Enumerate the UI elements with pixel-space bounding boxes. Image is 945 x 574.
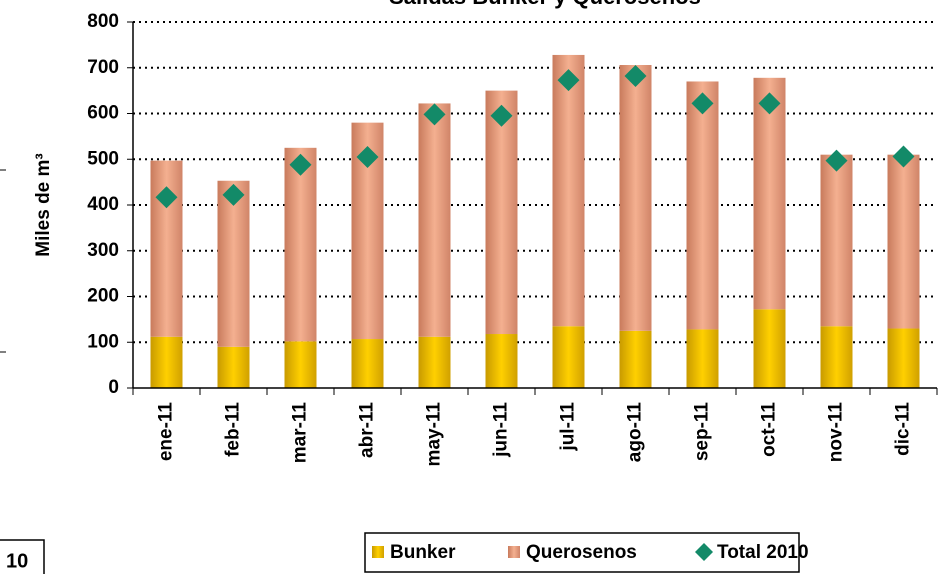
- bar: [552, 54, 585, 327]
- bar: [619, 65, 652, 331]
- y-axis-label: Miles de m³: [33, 153, 54, 256]
- bar: [753, 77, 786, 310]
- x-tick-label: feb-11: [223, 402, 244, 457]
- y-tick-label: 500: [87, 148, 119, 169]
- chart-title: Salidas Bunker y Querosenos: [389, 0, 701, 9]
- legend: [364, 532, 800, 573]
- bar: [686, 329, 719, 388]
- marker: [557, 69, 580, 92]
- y-tick-label: 300: [87, 240, 119, 261]
- bar: [150, 336, 183, 388]
- x-tick-label: oct-11: [759, 402, 780, 457]
- marker: [825, 149, 848, 172]
- bar: [284, 147, 317, 342]
- x-tick-label: ene-11: [156, 402, 177, 462]
- marker: [356, 145, 379, 168]
- y-tick-label: 600: [87, 103, 119, 124]
- marker: [155, 186, 178, 209]
- y-tick-label: 0: [108, 377, 119, 398]
- bar: [418, 103, 451, 337]
- x-tick-label: mar-11: [290, 402, 311, 464]
- marker: [758, 92, 781, 115]
- bar: [351, 339, 384, 388]
- annotation: 10: [6, 550, 28, 572]
- legend-swatch: [695, 543, 713, 561]
- x-tick-label: dic-11: [893, 402, 914, 456]
- bar: [217, 346, 250, 388]
- x-tick-label: ago-11: [625, 402, 646, 463]
- bar: [485, 90, 518, 335]
- side-box: [0, 539, 45, 574]
- y-tick-label: 700: [87, 57, 119, 78]
- bar: [887, 328, 920, 388]
- bar: [217, 180, 250, 347]
- bar: [820, 154, 853, 327]
- marker: [892, 145, 915, 168]
- bar: [753, 309, 786, 388]
- legend-label: Querosenos: [526, 542, 637, 563]
- y-tick-label: 100: [87, 331, 119, 352]
- bar: [887, 154, 920, 329]
- bar: [418, 336, 451, 388]
- legend-label: Total 2010: [717, 542, 809, 563]
- marker: [624, 64, 647, 87]
- x-tick-label: sep-11: [692, 402, 713, 462]
- x-tick-label: abr-11: [357, 402, 378, 458]
- bar: [619, 330, 652, 388]
- x-tick-label: nov-11: [826, 402, 847, 463]
- bar: [284, 341, 317, 388]
- x-tick-label: jul-11: [558, 402, 579, 452]
- legend-swatch: [508, 546, 520, 558]
- bar: [686, 81, 719, 330]
- marker: [222, 183, 245, 206]
- marker: [490, 104, 513, 127]
- marker: [289, 153, 312, 176]
- legend-swatch: [372, 546, 384, 558]
- bar: [552, 326, 585, 388]
- bar: [485, 334, 518, 388]
- y-tick-label: 800: [87, 11, 119, 32]
- y-tick-label: 200: [87, 286, 119, 307]
- marker: [691, 92, 714, 115]
- y-tick-label: 400: [87, 194, 119, 215]
- bar: [820, 326, 853, 388]
- x-tick-label: may-11: [424, 402, 445, 467]
- marker: [423, 103, 446, 126]
- x-tick-label: jun-11: [491, 402, 512, 458]
- legend-label: Bunker: [390, 542, 456, 563]
